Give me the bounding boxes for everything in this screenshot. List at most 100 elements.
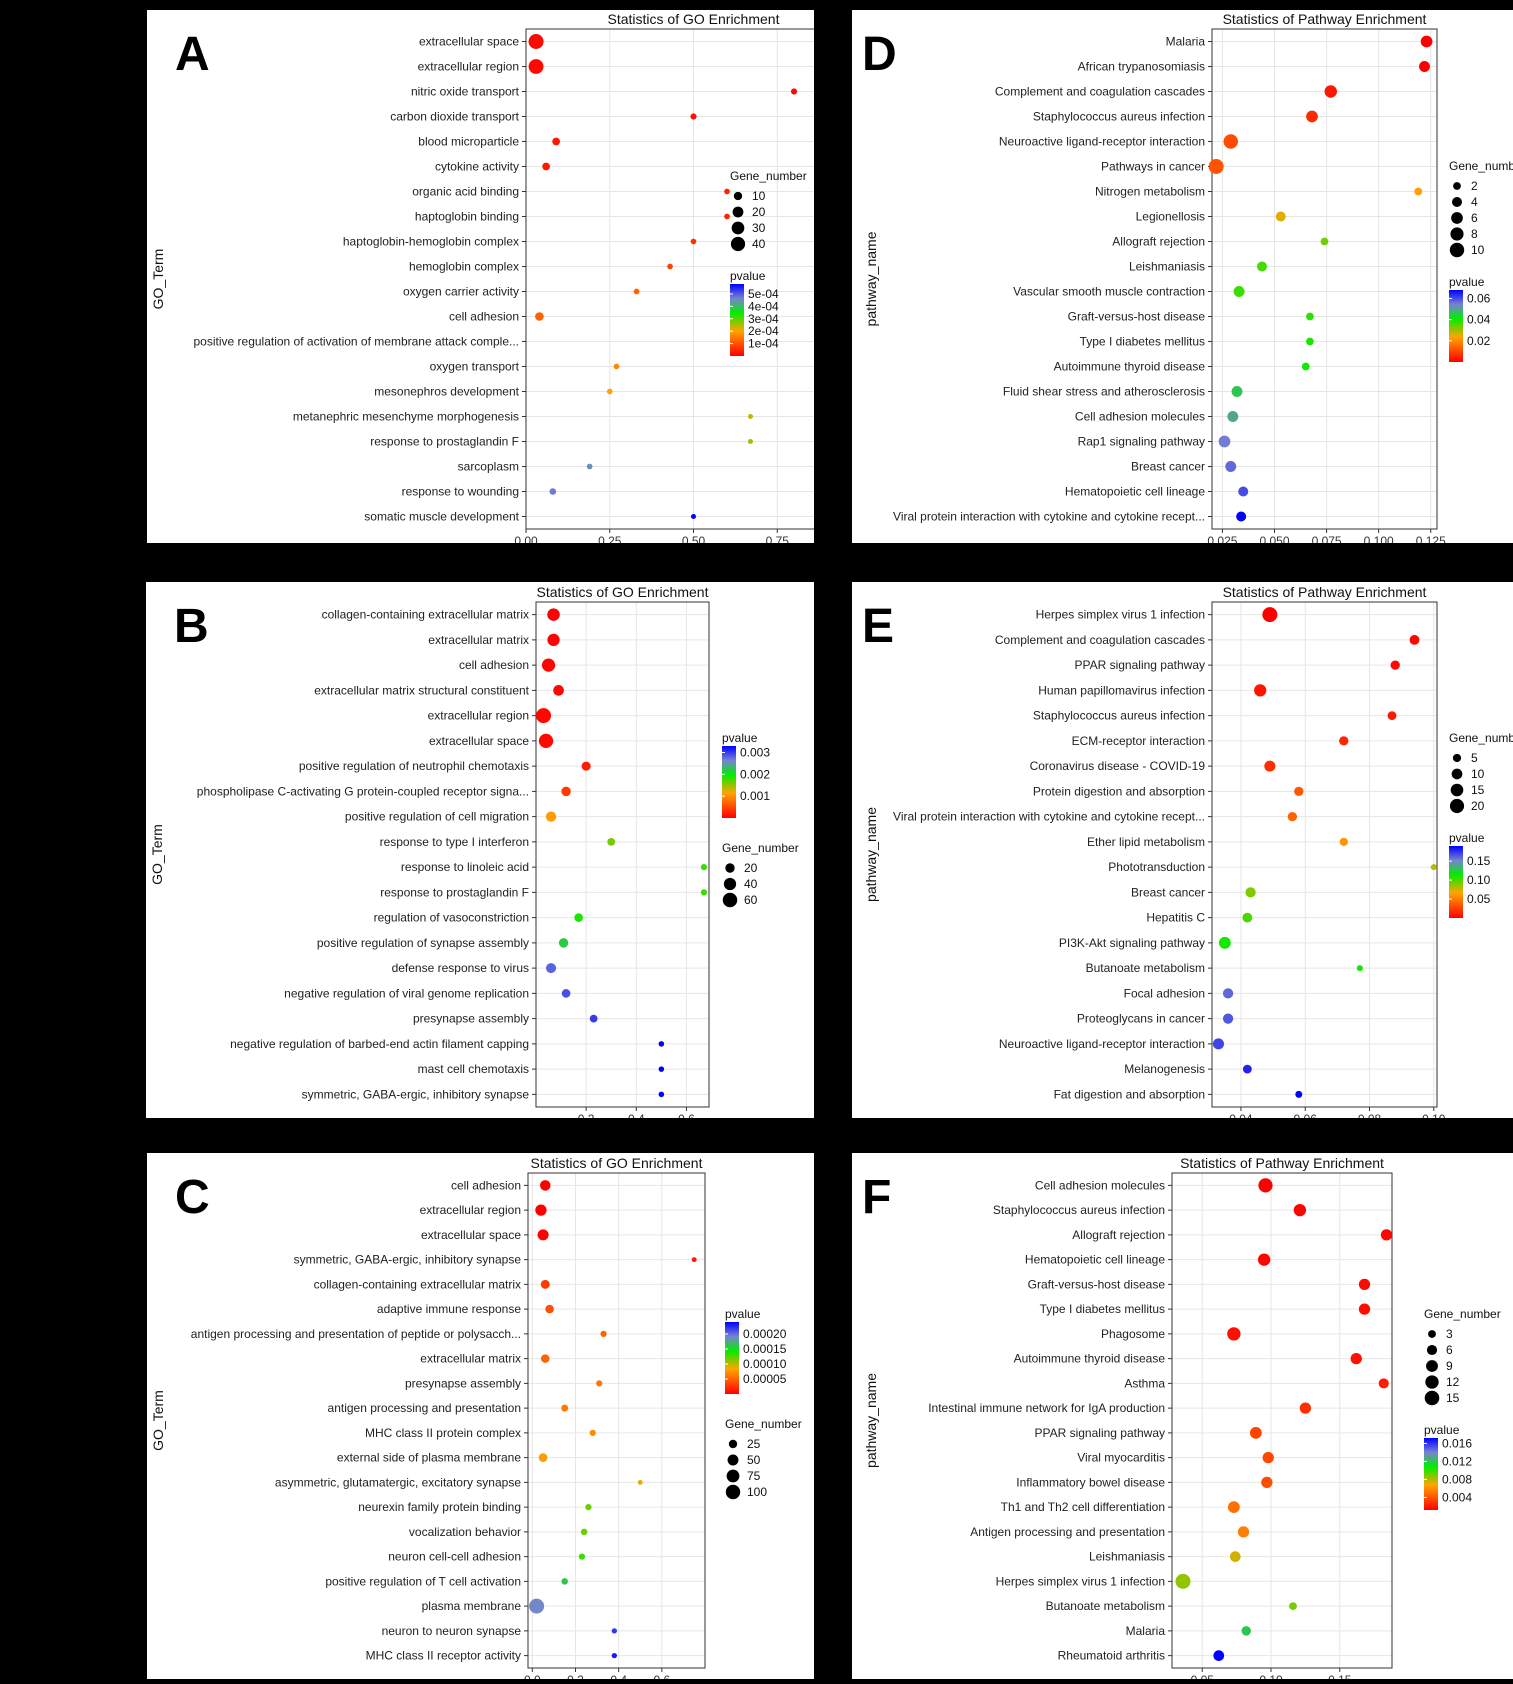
color-legend-bar: [1449, 290, 1463, 362]
size-legend-dot: [1452, 197, 1462, 207]
data-point: [1339, 736, 1349, 746]
size-legend-dot: [725, 1484, 741, 1500]
data-point: [1233, 286, 1245, 297]
x-tick-label: 0.75: [766, 534, 790, 543]
x-tick-label: 0.050: [1259, 534, 1289, 543]
y-tick-label: Nitrogen metabolism: [1095, 185, 1205, 199]
data-point: [613, 363, 620, 370]
data-point: [538, 1453, 548, 1463]
panel-letter: F: [862, 1171, 891, 1224]
y-tick-label: Malaria: [1166, 35, 1206, 49]
size-legend-label: 25: [747, 1437, 761, 1451]
size-legend-label: 60: [744, 893, 758, 907]
data-point: [580, 1528, 588, 1536]
y-tick-label: Neuroactive ligand-receptor interaction: [999, 1037, 1205, 1051]
color-legend-label: 0.15: [1467, 854, 1491, 868]
y-tick-label: positive regulation of T cell activation: [325, 1574, 521, 1588]
y-tick-label: Complement and coagulation cascades: [995, 633, 1205, 647]
chart-title: Statistics of GO Enrichment: [537, 584, 709, 600]
size-legend-title: Gene_number: [1449, 159, 1513, 173]
y-tick-label: metanephric mesenchyme morphogenesis: [293, 410, 519, 424]
y-tick-label: Complement and coagulation cascades: [995, 85, 1205, 99]
plot-area: [1171, 1172, 1393, 1669]
y-tick-label: positive regulation of neutrophil chemot…: [299, 759, 529, 773]
size-legend-label: 75: [747, 1469, 761, 1483]
data-point: [549, 488, 557, 495]
size-legend-label: 40: [752, 237, 766, 251]
y-tick-label: defense response to virus: [392, 961, 529, 975]
panel-letter: C: [175, 1171, 210, 1224]
chart-d: 0.025 0.050 0.075 0.100 0.125 Malaria African …: [862, 11, 1513, 563]
y-tick-label: symmetric, GABA-ergic, inhibitory synaps…: [294, 1253, 522, 1267]
data-point: [1430, 864, 1437, 871]
y-tick-label: cell adhesion: [459, 658, 529, 672]
color-legend-title: pvalue: [722, 731, 758, 745]
data-point: [589, 1429, 596, 1436]
data-point: [1229, 1551, 1241, 1562]
y-tick-label: Graft-versus-host disease: [1028, 1277, 1166, 1291]
size-legend-dot: [1451, 212, 1463, 224]
data-point: [658, 1066, 665, 1072]
data-point: [1245, 887, 1256, 898]
size-legend-label: 30: [752, 221, 766, 235]
x-tick-label: 0.075: [1312, 534, 1342, 543]
data-point: [1237, 1526, 1250, 1538]
y-tick-label: nitric oxide transport: [411, 85, 520, 99]
size-legend-label: 15: [1471, 783, 1485, 797]
plot-area: [527, 1172, 706, 1669]
size-legend-label: 2: [1471, 179, 1478, 193]
size-legend-label: 10: [1471, 767, 1485, 781]
size-legend-label: 20: [744, 861, 758, 875]
y-tick-label: MHC class II receptor activity: [366, 1649, 521, 1663]
data-point: [1257, 1253, 1271, 1266]
data-point: [611, 1652, 618, 1659]
y-tick-label: Vascular smooth muscle contraction: [1013, 285, 1205, 299]
y-tick-label: Human papillomavirus infection: [1038, 683, 1205, 697]
data-point: [1409, 634, 1420, 645]
data-point: [633, 288, 640, 295]
panel-a: 0.000.250.500.751.00extracellular spacee…: [147, 10, 873, 563]
color-legend-title: pvalue: [1424, 1423, 1460, 1437]
data-point: [600, 1330, 607, 1337]
y-tick-label: Antigen processing and presentation: [970, 1525, 1165, 1539]
size-legend-dot: [1425, 1375, 1439, 1389]
data-point: [700, 889, 708, 896]
data-point: [1227, 1501, 1240, 1514]
panel-b: 0.2 0.4 0.6 collagen-containing extracellul…: [146, 582, 814, 1141]
color-legend-title: pvalue: [730, 269, 766, 283]
x-tick-label: 0.05: [1191, 1673, 1215, 1679]
size-legend-dot: [1426, 1360, 1438, 1372]
panel-e: 0.04 0.06 0.08 0.10 Herpes simplex virus 1 i…: [852, 582, 1513, 1141]
y-tick-label: Phototransduction: [1108, 860, 1205, 874]
y-tick-label: extracellular space: [421, 1228, 521, 1242]
y-tick-label: Breast cancer: [1131, 885, 1205, 899]
chart-f: 0.05 0.10 0.15 Cell adhesion molecules Staph…: [862, 1155, 1501, 1684]
data-point: [540, 1180, 551, 1191]
data-point: [578, 1553, 586, 1560]
size-legend-dot: [1449, 242, 1465, 258]
color-legend-label: 0.05: [1467, 892, 1491, 906]
data-point: [1350, 1352, 1362, 1365]
color-legend-label: 0.10: [1467, 873, 1491, 887]
x-tick-label: 0.00: [514, 534, 538, 543]
size-legend-label: 20: [752, 205, 766, 219]
y-tick-label: Ether lipid metabolism: [1087, 835, 1205, 849]
data-point: [1339, 837, 1348, 847]
data-point: [561, 1404, 569, 1412]
data-point: [1249, 1426, 1262, 1439]
data-point: [1218, 435, 1231, 448]
size-legend-title: Gene_number: [725, 1417, 802, 1431]
data-point: [535, 312, 544, 321]
y-tick-label: positive regulation of activation of mem…: [194, 335, 520, 349]
size-legend-label: 5: [1471, 751, 1478, 765]
y-tick-label: sarcoplasm: [458, 460, 519, 474]
y-tick-label: PI3K-Akt signaling pathway: [1059, 936, 1205, 950]
plot-area: [525, 28, 862, 530]
y-tick-label: oxygen carrier activity: [403, 285, 519, 299]
data-point: [528, 59, 544, 74]
color-legend-label: 0.02: [1467, 334, 1491, 348]
size-legend-label: 9: [1446, 1359, 1453, 1373]
y-tick-label: Breast cancer: [1131, 460, 1205, 474]
y-tick-label: presynapse assembly: [413, 1012, 529, 1026]
data-point: [1241, 1626, 1251, 1636]
